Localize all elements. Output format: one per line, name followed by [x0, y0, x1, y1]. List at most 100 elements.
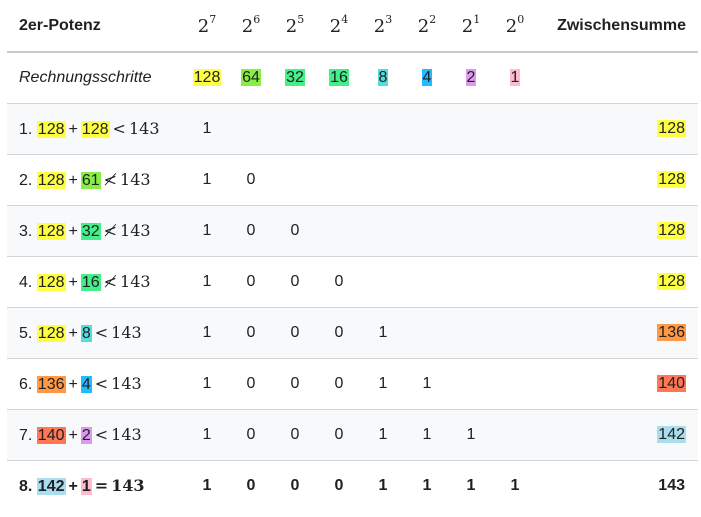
subtotal-cell: 128 — [537, 103, 698, 155]
header-row: 2er-Potenz 27 26 25 24 23 22 21 20 Zwisc… — [7, 0, 698, 53]
bit-cell — [229, 103, 273, 155]
header-power: 25 — [273, 0, 317, 53]
subtotal-value: 128 — [657, 120, 686, 137]
subtotal-cell: 142 — [537, 409, 698, 461]
step-expression: 6. 136 +4 <143 — [7, 358, 185, 410]
subtotal-value: 136 — [657, 324, 686, 341]
step-expression: 2. 128 +61 ≮ 143 — [7, 154, 185, 206]
bit-cell — [361, 154, 405, 206]
operator: + — [68, 478, 78, 495]
header-power: 22 — [405, 0, 449, 53]
bit-cell: 0 — [229, 358, 273, 410]
addend-a: 128 — [36, 274, 66, 291]
bit-cell: 0 — [273, 205, 317, 257]
target-value: 143 — [111, 323, 142, 342]
addend-a: 128 — [36, 172, 66, 189]
bit-cell: 0 — [317, 256, 361, 308]
bit-cell — [449, 205, 493, 257]
bit-cell — [493, 154, 537, 206]
bit-cell — [405, 307, 449, 359]
relation: < — [94, 425, 109, 444]
step-row: 6. 136 +4 <143 1 0 0 0 1 1 140 — [7, 358, 698, 410]
header-power: 27 — [185, 0, 229, 53]
step-value: 1 — [509, 69, 521, 86]
step-number: 2. — [19, 172, 33, 189]
bit-cell: 0 — [317, 409, 361, 461]
relation: < — [94, 323, 109, 342]
steps-label: Rechnungsschritte — [7, 52, 185, 104]
bit-cell: 1 — [185, 409, 229, 461]
addend-b: 32 — [80, 223, 101, 240]
bit-cell: 0 — [229, 256, 273, 308]
relation: < — [94, 374, 109, 393]
bit-cell: 1 — [422, 477, 432, 494]
header-power: 24 — [317, 0, 361, 53]
bit-cell: 1 — [378, 477, 388, 494]
target-value: 143 — [120, 170, 151, 189]
step-number: 8. — [19, 478, 33, 495]
step-row: 8. 142 +1 = 143 1 0 0 0 1 1 1 1 143 — [7, 460, 698, 511]
step-value: 64 — [241, 69, 261, 86]
operator: + — [68, 172, 78, 189]
bit-cell — [317, 154, 361, 206]
bit-cell: 0 — [273, 409, 317, 461]
bit-cell: 0 — [317, 307, 361, 359]
bit-cell — [493, 256, 537, 308]
bit-cell — [493, 103, 537, 155]
step-value-cell: 32 — [273, 52, 317, 104]
addend-a: 128 — [36, 121, 66, 138]
step-row: 4. 128 +16 ≮ 143 1 0 0 0 128 — [7, 256, 698, 308]
binary-conversion-table: 2er-Potenz 27 26 25 24 23 22 21 20 Zwisc… — [7, 0, 698, 511]
bit-cell — [361, 205, 405, 257]
step-number: 1. — [19, 121, 33, 138]
bit-cell: 1 — [361, 409, 405, 461]
bit-cell: 1 — [185, 256, 229, 308]
subtotal-value: 128 — [657, 171, 686, 188]
step-expression: 1. 128 +128 <143 — [7, 103, 185, 155]
addend-a: 128 — [36, 223, 66, 240]
step-number: 3. — [19, 223, 33, 240]
operator: + — [68, 427, 78, 444]
addend-a: 142 — [36, 478, 66, 495]
step-value: 2 — [465, 69, 477, 86]
target-value: 143 — [111, 425, 142, 444]
addend-b: 128 — [80, 121, 110, 138]
bit-cell: 0 — [273, 358, 317, 410]
target-value: 143 — [120, 221, 151, 240]
step-value: 4 — [421, 69, 433, 86]
step-value-cell: 64 — [229, 52, 273, 104]
header-power: 23 — [361, 0, 405, 53]
bit-cell — [405, 205, 449, 257]
step-value-cell: 8 — [361, 52, 405, 104]
bit-cell: 1 — [185, 358, 229, 410]
header-power: 21 — [449, 0, 493, 53]
step-row: 2. 128 +61 ≮ 143 1 0 128 — [7, 154, 698, 206]
target-value: 143 — [120, 272, 151, 291]
bit-cell — [361, 103, 405, 155]
header-power: 20 — [493, 0, 537, 53]
relation: ≮ — [103, 221, 118, 240]
target-value: 143 — [111, 476, 145, 495]
header-power-label: 2er-Potenz — [7, 0, 185, 53]
step-number: 4. — [19, 274, 33, 291]
bit-cell — [449, 307, 493, 359]
subtotal-value: 140 — [657, 375, 686, 392]
subtotal-cell: 128 — [537, 205, 698, 257]
bit-cell: 1 — [185, 103, 229, 155]
step-number: 6. — [19, 376, 33, 393]
header-subtotal-label: Zwischensumme — [537, 0, 698, 53]
subtotal-cell: 128 — [537, 256, 698, 308]
addend-b: 8 — [80, 325, 92, 342]
step-value-cell: 16 — [317, 52, 361, 104]
step-value-cell: 4 — [405, 52, 449, 104]
subtotal-value: 142 — [657, 426, 686, 443]
bit-cell: 0 — [334, 477, 344, 494]
addend-b: 4 — [80, 376, 92, 393]
bit-cell — [449, 154, 493, 206]
bit-cell: 1 — [185, 307, 229, 359]
step-expression: 5. 128 +8 <143 — [7, 307, 185, 359]
operator: + — [68, 223, 78, 240]
bit-cell — [273, 103, 317, 155]
operator: + — [68, 274, 78, 291]
bit-cell: 1 — [405, 409, 449, 461]
